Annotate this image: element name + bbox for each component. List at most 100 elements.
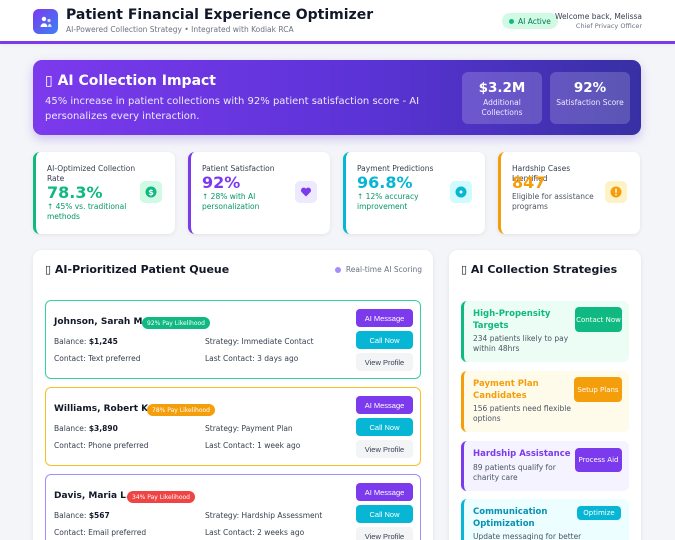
contact-label: Contact: xyxy=(54,354,86,363)
patient-card[interactable]: Johnson, Sarah M. 92% Pay Likelihood Bal… xyxy=(45,300,421,379)
strategy-card: Communication Optimization Update messag… xyxy=(461,499,629,540)
live-dot-icon xyxy=(334,266,341,273)
last-contact-value: 2 weeks ago xyxy=(257,528,305,537)
ai-status-badge: AI Active xyxy=(502,13,558,29)
stat-value: $3.2M xyxy=(478,80,526,96)
ai-message-button[interactable]: AI Message xyxy=(356,396,413,414)
last-contact-value: 3 days ago xyxy=(257,354,299,363)
ai-status-label: AI Active xyxy=(518,16,551,26)
stat-value: 92% xyxy=(573,80,607,96)
stat-additional-collections: $3.2M Additional Collections xyxy=(462,72,542,124)
strategy-field: Strategy: Immediate Contact xyxy=(205,337,314,346)
contact-value: Phone preferred xyxy=(88,441,149,450)
process-aid-button[interactable]: Process Aid xyxy=(575,448,622,472)
strategy-label: Strategy: xyxy=(205,424,240,433)
strategy-title: Payment Plan Candidates xyxy=(473,379,539,401)
stat-satisfaction-score: 92% Satisfaction Score xyxy=(550,72,630,124)
strategy-card: High-Propensity Targets 234 patients lik… xyxy=(461,301,629,362)
banner-title-text: AI Collection Impact xyxy=(57,73,217,89)
strategy-card: Hardship Assistance 89 patients qualify … xyxy=(461,441,629,491)
realtime-label: Real-time AI Scoring xyxy=(345,265,422,274)
patient-name: Williams, Robert K. xyxy=(54,404,152,414)
contact-label: Contact: xyxy=(54,528,86,537)
app-title: Patient Financial Experience Optimizer xyxy=(66,7,374,23)
queue-title-text: AI-Prioritized Patient Queue xyxy=(54,263,230,276)
call-now-button[interactable]: Call Now xyxy=(356,331,413,349)
strategy-value: Hardship Assessment xyxy=(241,511,323,520)
last-contact-label: Last Contact: xyxy=(205,528,255,537)
status-dot-icon xyxy=(509,18,514,24)
robot-icon: ▯ xyxy=(45,73,53,89)
ai-message-button[interactable]: AI Message xyxy=(356,483,413,501)
patient-name: Davis, Maria L. xyxy=(54,491,130,501)
ai-message-button[interactable]: AI Message xyxy=(356,309,413,327)
kpi-subtext: ↑ 45% vs. traditional methods xyxy=(47,202,127,221)
contact-now-button[interactable]: Contact Now xyxy=(575,307,622,332)
strategy-label: Strategy: xyxy=(205,337,240,346)
strategy-description: 89 patients qualify for charity care xyxy=(473,463,556,482)
balance-value: $567 xyxy=(88,511,110,520)
strategy-description: 156 patients need flexible options xyxy=(473,404,571,423)
strategy-title: High-Propensity Targets xyxy=(473,309,551,331)
realtime-indicator: Real-time AI Scoring xyxy=(334,265,422,274)
app-subtitle: AI-Powered Collection Strategy • Integra… xyxy=(66,25,294,34)
banner-description: 45% increase in patient collections with… xyxy=(45,96,420,122)
view-profile-button[interactable]: View Profile xyxy=(356,527,413,540)
kpi-title: Payment Predictions xyxy=(357,164,434,173)
kpi-value: 92% xyxy=(202,173,241,192)
contact-field: Contact: Text preferred xyxy=(54,354,140,363)
balance-field: Balance: $1,245 xyxy=(54,337,118,346)
balance-label: Balance: xyxy=(54,424,87,433)
target-icon xyxy=(450,181,472,203)
call-now-button[interactable]: Call Now xyxy=(356,505,413,523)
ai-strategies-panel: ▯ AI Collection Strategies High-Propensi… xyxy=(449,250,641,540)
patient-card[interactable]: Davis, Maria L. 34% Pay Likelihood Balan… xyxy=(45,474,421,540)
balance-label: Balance: xyxy=(54,511,87,520)
last-contact-field: Last Contact: 1 week ago xyxy=(205,441,300,450)
optimize-button[interactable]: Optimize xyxy=(577,506,621,520)
balance-label: Balance: xyxy=(54,337,87,346)
dollar-icon: $ xyxy=(140,181,162,203)
contact-field: Contact: Phone preferred xyxy=(54,441,149,450)
strategy-title: Communication Optimization xyxy=(473,507,548,529)
strategy-field: Strategy: Hardship Assessment xyxy=(205,511,322,520)
kpi-card-hardship-cases: Hardship Cases Identified 847 Eligible f… xyxy=(498,152,640,234)
user-role: Chief Privacy Officer xyxy=(575,22,642,30)
pay-likelihood-badge: 78% Pay Likelihood xyxy=(147,404,215,416)
setup-plans-button[interactable]: Setup Plans xyxy=(574,377,622,402)
strategy-value: Immediate Contact xyxy=(241,337,314,346)
kpi-card-collection-rate: AI-Optimized Collection Rate 78.3% ↑ 45%… xyxy=(33,152,175,234)
pay-likelihood-badge: 34% Pay Likelihood xyxy=(127,491,195,503)
strategies-title: ▯ AI Collection Strategies xyxy=(461,263,617,276)
last-contact-field: Last Contact: 2 weeks ago xyxy=(205,528,304,537)
kpi-value: 847 xyxy=(512,173,546,192)
call-now-button[interactable]: Call Now xyxy=(356,418,413,436)
alert-icon xyxy=(605,181,627,203)
contact-value: Email preferred xyxy=(88,528,147,537)
strategy-value: Payment Plan xyxy=(241,424,293,433)
view-profile-button[interactable]: View Profile xyxy=(356,353,413,371)
balance-field: Balance: $567 xyxy=(54,511,110,520)
balance-value: $1,245 xyxy=(88,337,118,346)
contact-field: Contact: Email preferred xyxy=(54,528,146,537)
user-group-icon xyxy=(40,16,52,27)
patient-name: Johnson, Sarah M. xyxy=(54,317,146,327)
ai-impact-banner: ▯ AI Collection Impact 45% increase in p… xyxy=(33,60,641,135)
view-profile-button[interactable]: View Profile xyxy=(356,440,413,458)
kpi-value: 96.8% xyxy=(357,173,413,192)
strategy-field: Strategy: Payment Plan xyxy=(205,424,293,433)
stat-label: Satisfaction Score xyxy=(556,98,624,107)
kpi-value: 78.3% xyxy=(47,183,103,202)
kpi-title: AI-Optimized Collection Rate xyxy=(47,164,136,183)
patient-card[interactable]: Williams, Robert K. 78% Pay Likelihood B… xyxy=(45,387,421,466)
last-contact-value: 1 week ago xyxy=(257,441,301,450)
contact-label: Contact: xyxy=(54,441,86,450)
banner-title: ▯ AI Collection Impact xyxy=(45,73,216,89)
last-contact-label: Last Contact: xyxy=(205,354,255,363)
kpi-card-patient-satisfaction: Patient Satisfaction 92% ↑ 28% with AI p… xyxy=(188,152,330,234)
contact-value: Text preferred xyxy=(88,354,141,363)
queue-title: ▯ AI-Prioritized Patient Queue xyxy=(45,263,229,276)
last-contact-field: Last Contact: 3 days ago xyxy=(205,354,298,363)
list-icon: ▯ xyxy=(45,263,52,276)
target-icon: ▯ xyxy=(461,263,468,276)
